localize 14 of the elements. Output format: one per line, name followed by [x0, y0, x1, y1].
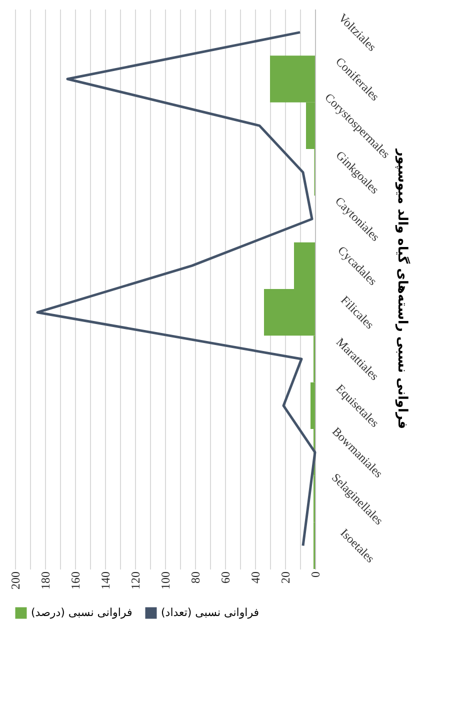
x-tick-label: 140 — [98, 572, 112, 590]
x-tick-label: 160 — [68, 572, 82, 590]
x-tick-label: 0 — [308, 572, 322, 578]
text: فراوانی نسبی راسته‌های گیاه والد میوسپور — [394, 148, 411, 430]
x-tick-label: 200 — [8, 572, 22, 590]
x-tick-label: 120 — [128, 572, 142, 590]
x-tick-label: 80 — [188, 572, 202, 584]
legend-label: فراوانی نسبی (تعداد) — [161, 606, 260, 619]
x-tick-label: 20 — [278, 572, 292, 584]
x-tick-label: 60 — [218, 572, 232, 584]
x-tick-label: 40 — [248, 572, 262, 584]
x-tick-label: 180 — [38, 572, 52, 590]
x-tick-label: 100 — [158, 572, 172, 590]
legend-label: فراوانی نسبی (درصد) — [31, 606, 132, 619]
